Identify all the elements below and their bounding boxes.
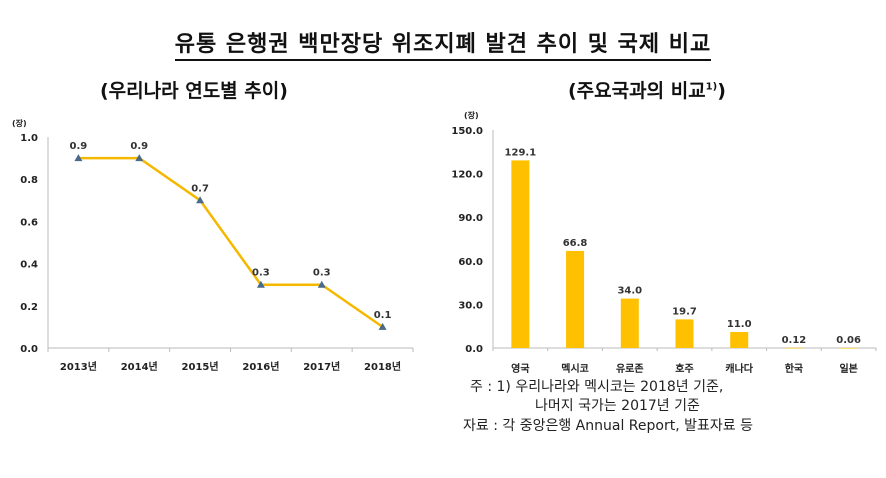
data-label: 129.1	[505, 147, 537, 158]
y-tick-label: 0.0	[465, 344, 483, 355]
y-tick-label: 0.4	[20, 260, 38, 271]
source-line: 자료 : 각 중앙은행 Annual Report, 발표자료 등	[463, 418, 753, 434]
bar	[620, 298, 639, 348]
y-tick-label: 90.0	[458, 213, 483, 224]
x-tick-label: 2018년	[364, 360, 401, 373]
x-tick-label: 일본	[839, 362, 857, 375]
bar	[566, 250, 585, 348]
bar-chart-title: (주요국과의 비교1))	[568, 80, 726, 102]
y-unit-label: (장)	[464, 110, 479, 120]
x-tick-label: 멕시코	[561, 362, 589, 375]
x-tick-label: 2015년	[182, 360, 219, 373]
y-tick-label: 150.0	[451, 126, 483, 137]
data-label: 0.12	[782, 335, 807, 346]
data-point-marker	[378, 322, 387, 330]
bar	[730, 332, 749, 348]
x-tick-label: 2014년	[121, 360, 158, 373]
data-label: 0.9	[70, 141, 88, 152]
data-label: 0.06	[836, 335, 861, 346]
data-label: 66.8	[563, 238, 588, 249]
series-line	[78, 156, 384, 328]
y-tick-label: 1.0	[20, 133, 38, 144]
data-label: 34.0	[617, 286, 642, 297]
data-label: 0.7	[191, 183, 209, 194]
x-tick-label: 2013년	[60, 360, 97, 373]
y-tick-label: 0.2	[20, 302, 38, 313]
y-tick-label: 120.0	[451, 170, 483, 181]
data-label: 11.0	[727, 319, 752, 330]
x-tick-label: 영국	[511, 362, 529, 375]
x-tick-label: 캐나다	[725, 362, 753, 375]
data-label: 19.7	[672, 306, 697, 317]
data-point-marker	[135, 154, 144, 162]
data-point-marker	[74, 154, 83, 162]
page-title: 유통 은행권 백만장당 위조지폐 발견 추이 및 국제 비교	[0, 26, 886, 61]
bar	[839, 347, 858, 349]
y-unit-label: (장)	[12, 118, 27, 128]
x-tick-label: 유로존	[616, 363, 644, 375]
line-chart-title: (우리나라 연도별 추이)	[100, 80, 288, 102]
note-line-1: 주 : 1) 우리나라와 멕시코는 2018년 기준,	[470, 379, 724, 395]
data-label: 0.3	[313, 268, 331, 279]
x-tick-label: 2016년	[242, 360, 279, 373]
bar	[784, 347, 803, 349]
note-line-2: 나머지 국가는 2017년 기준	[535, 398, 700, 414]
data-label: 0.9	[130, 141, 148, 152]
x-tick-label: 호주	[675, 362, 693, 375]
x-tick-label: 2017년	[303, 360, 340, 373]
y-tick-label: 0.8	[20, 175, 38, 186]
data-point-marker	[196, 196, 205, 204]
y-tick-label: 0.6	[20, 217, 38, 228]
bar	[675, 319, 694, 348]
y-tick-label: 0.0	[20, 344, 38, 355]
data-label: 0.3	[252, 268, 270, 279]
data-point-marker	[256, 280, 265, 288]
x-tick-label: 한국	[785, 363, 803, 375]
y-tick-label: 60.0	[458, 257, 483, 268]
data-label: 0.1	[374, 310, 392, 321]
data-point-marker	[317, 280, 326, 288]
y-tick-label: 30.0	[458, 300, 483, 311]
bar	[511, 160, 530, 348]
